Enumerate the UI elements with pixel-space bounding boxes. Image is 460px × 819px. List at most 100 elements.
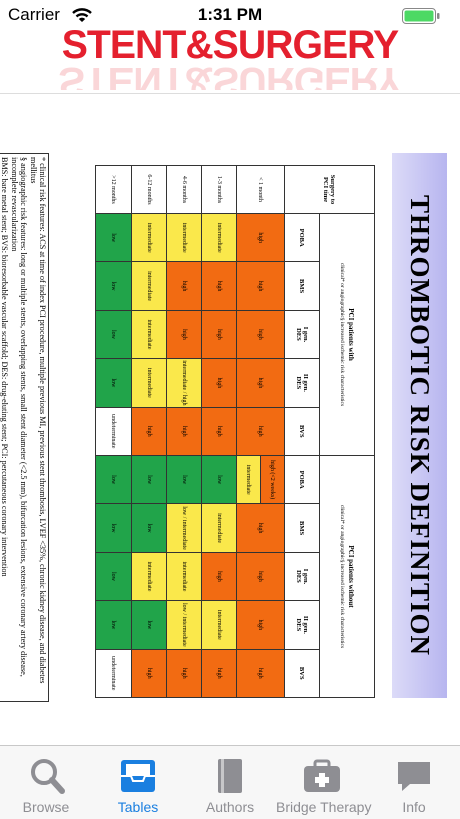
risk-cell: intermediate (201, 213, 237, 262)
group-subtitle: clinical* or angiographic§ increased isc… (339, 504, 345, 649)
column-header: POBA (284, 455, 320, 504)
split-cell: high (<2 weeks) intermediate (237, 455, 284, 504)
risk-cell: intermediate / high (166, 358, 202, 408)
risk-cell: high (201, 649, 237, 698)
logo-reflection: STENT&SURGERY (58, 59, 402, 90)
column-header-row: POBA BMS I gen. DES II gen. DES BVS POBA BMS I ge… (284, 166, 320, 698)
row-label: >12 months (95, 165, 132, 214)
footnote: § angiographic risk features: long or mu… (9, 157, 29, 677)
risk-cell: low (166, 455, 202, 504)
tab[interactable]: Authors (184, 746, 276, 819)
group-title: PCI patients with (347, 308, 355, 361)
risk-cell: high (131, 407, 167, 456)
divider (0, 93, 460, 94)
risk-cell: intermediate (131, 552, 167, 601)
tab[interactable]: Info (368, 746, 460, 819)
table-row: < 1 month high high high high high high (<2 we… (236, 165, 285, 698)
table-row: >12 months low low low low undeterminate low lo… (95, 165, 132, 698)
table-row: 4-6 months intermediate high high intermedia… (166, 165, 202, 698)
header-row: Surgery to PCI time PCI patients with clini… (284, 165, 375, 698)
group-title: PCI patients without (347, 545, 355, 608)
risk-cell: high (201, 358, 237, 408)
tab-label: Info (402, 799, 426, 815)
tab-label: Authors (205, 799, 255, 815)
tab-icon (218, 759, 242, 793)
column-header: II gen. DES (284, 358, 320, 408)
column-header-line: BVS (298, 424, 306, 438)
risk-cell: low (95, 358, 132, 408)
footnote: BMS: bare metal stent; BVS: bioresorbabl… (0, 157, 10, 577)
tab-label: Browse (22, 799, 70, 815)
table-row: 1-3 months intermediate high high high high lo… (201, 165, 237, 698)
risk-cell: high (201, 407, 237, 456)
row-label: 6-12 months (131, 165, 167, 214)
corner-label: PCI time (322, 176, 330, 203)
risk-cell: low (131, 600, 167, 650)
risk-cell: high (236, 358, 285, 408)
risk-cell: low / intermediate (166, 600, 202, 650)
risk-cell: high (166, 310, 202, 359)
risk-cell: high (236, 600, 285, 650)
risk-cell: intermediate (131, 261, 167, 311)
row-label: < 1 month (236, 165, 285, 214)
column-header-line: DES (295, 376, 302, 390)
column-header: I gen. DES (284, 310, 320, 359)
risk-cell: low (201, 455, 237, 504)
column-header: BMS (284, 503, 320, 553)
tab-label: Tables (117, 799, 159, 815)
corner-cell: Surgery to PCI time (284, 165, 375, 214)
risk-cell: intermediate (131, 310, 167, 359)
column-header-line: POBA (298, 470, 306, 489)
risk-cell: high (166, 649, 202, 698)
risk-cell: low (95, 310, 132, 359)
column-header: BVS (284, 649, 320, 698)
group-header: PCI patients with clinical* or angiograph… (319, 213, 375, 456)
status-bar: Carrier 1:31 PM (0, 0, 460, 30)
risk-cell: high (236, 407, 285, 456)
logo: STENT&SURGERY STENT&SURGERY (0, 24, 460, 90)
group-header: PCI patients without clinical* or angiogr… (319, 455, 375, 698)
tab-icon (398, 762, 430, 791)
risk-cell: undeterminate (95, 407, 132, 456)
footnotes: * clinical risk features: ACS at time of… (0, 153, 49, 702)
logo-text: STENT&SURGERY (61, 24, 399, 67)
wifi-icon (72, 8, 92, 22)
risk-cell: high (131, 649, 167, 698)
risk-cell: low (95, 455, 132, 504)
risk-part: high (<2 weeks) (261, 455, 284, 504)
column-header-line: DES (295, 328, 302, 341)
risk-cell: low (95, 600, 132, 650)
risk-cell: low (131, 503, 167, 553)
clock: 1:31 PM (197, 5, 263, 24)
row-label: 4-6 months (166, 165, 202, 214)
footnote: * clinical risk features: ACS at time of… (28, 157, 47, 684)
risk-cell: low (131, 455, 167, 504)
tab[interactable]: Tables (92, 746, 184, 819)
risk-cell: high (166, 407, 202, 456)
risk-cell: high (236, 552, 285, 601)
column-header-line: BMS (298, 279, 306, 294)
risk-part: intermediate (237, 455, 261, 504)
row-label: 1-3 months (201, 165, 237, 214)
risk-cell: intermediate (131, 358, 167, 408)
column-header-line: BVS (298, 666, 306, 680)
risk-cell: high (201, 261, 237, 311)
risk-cell: intermediate (201, 600, 237, 650)
column-header-line: II gen. (302, 373, 309, 392)
column-header: POBA (284, 213, 320, 262)
table-title: THROMBOTIC RISK DEFINITION (392, 153, 447, 698)
risk-cell: high (236, 503, 285, 553)
risk-cell: high (236, 649, 285, 698)
risk-cell: intermediate (201, 503, 237, 553)
tab[interactable]: Bridge Therapy (276, 746, 371, 819)
tab-icon (31, 759, 65, 794)
risk-cell: high (<2 weeks) intermediate (236, 455, 285, 504)
column-header-line: I gen. (302, 326, 309, 343)
risk-cell: high (236, 261, 285, 311)
risk-cell: high (201, 552, 237, 601)
risk-cell: high (166, 261, 202, 311)
tab-bar: Browse Tables Authors Bridge Therapy Info (0, 745, 460, 819)
column-header: BMS (284, 261, 320, 311)
tab[interactable]: Browse (0, 746, 92, 819)
